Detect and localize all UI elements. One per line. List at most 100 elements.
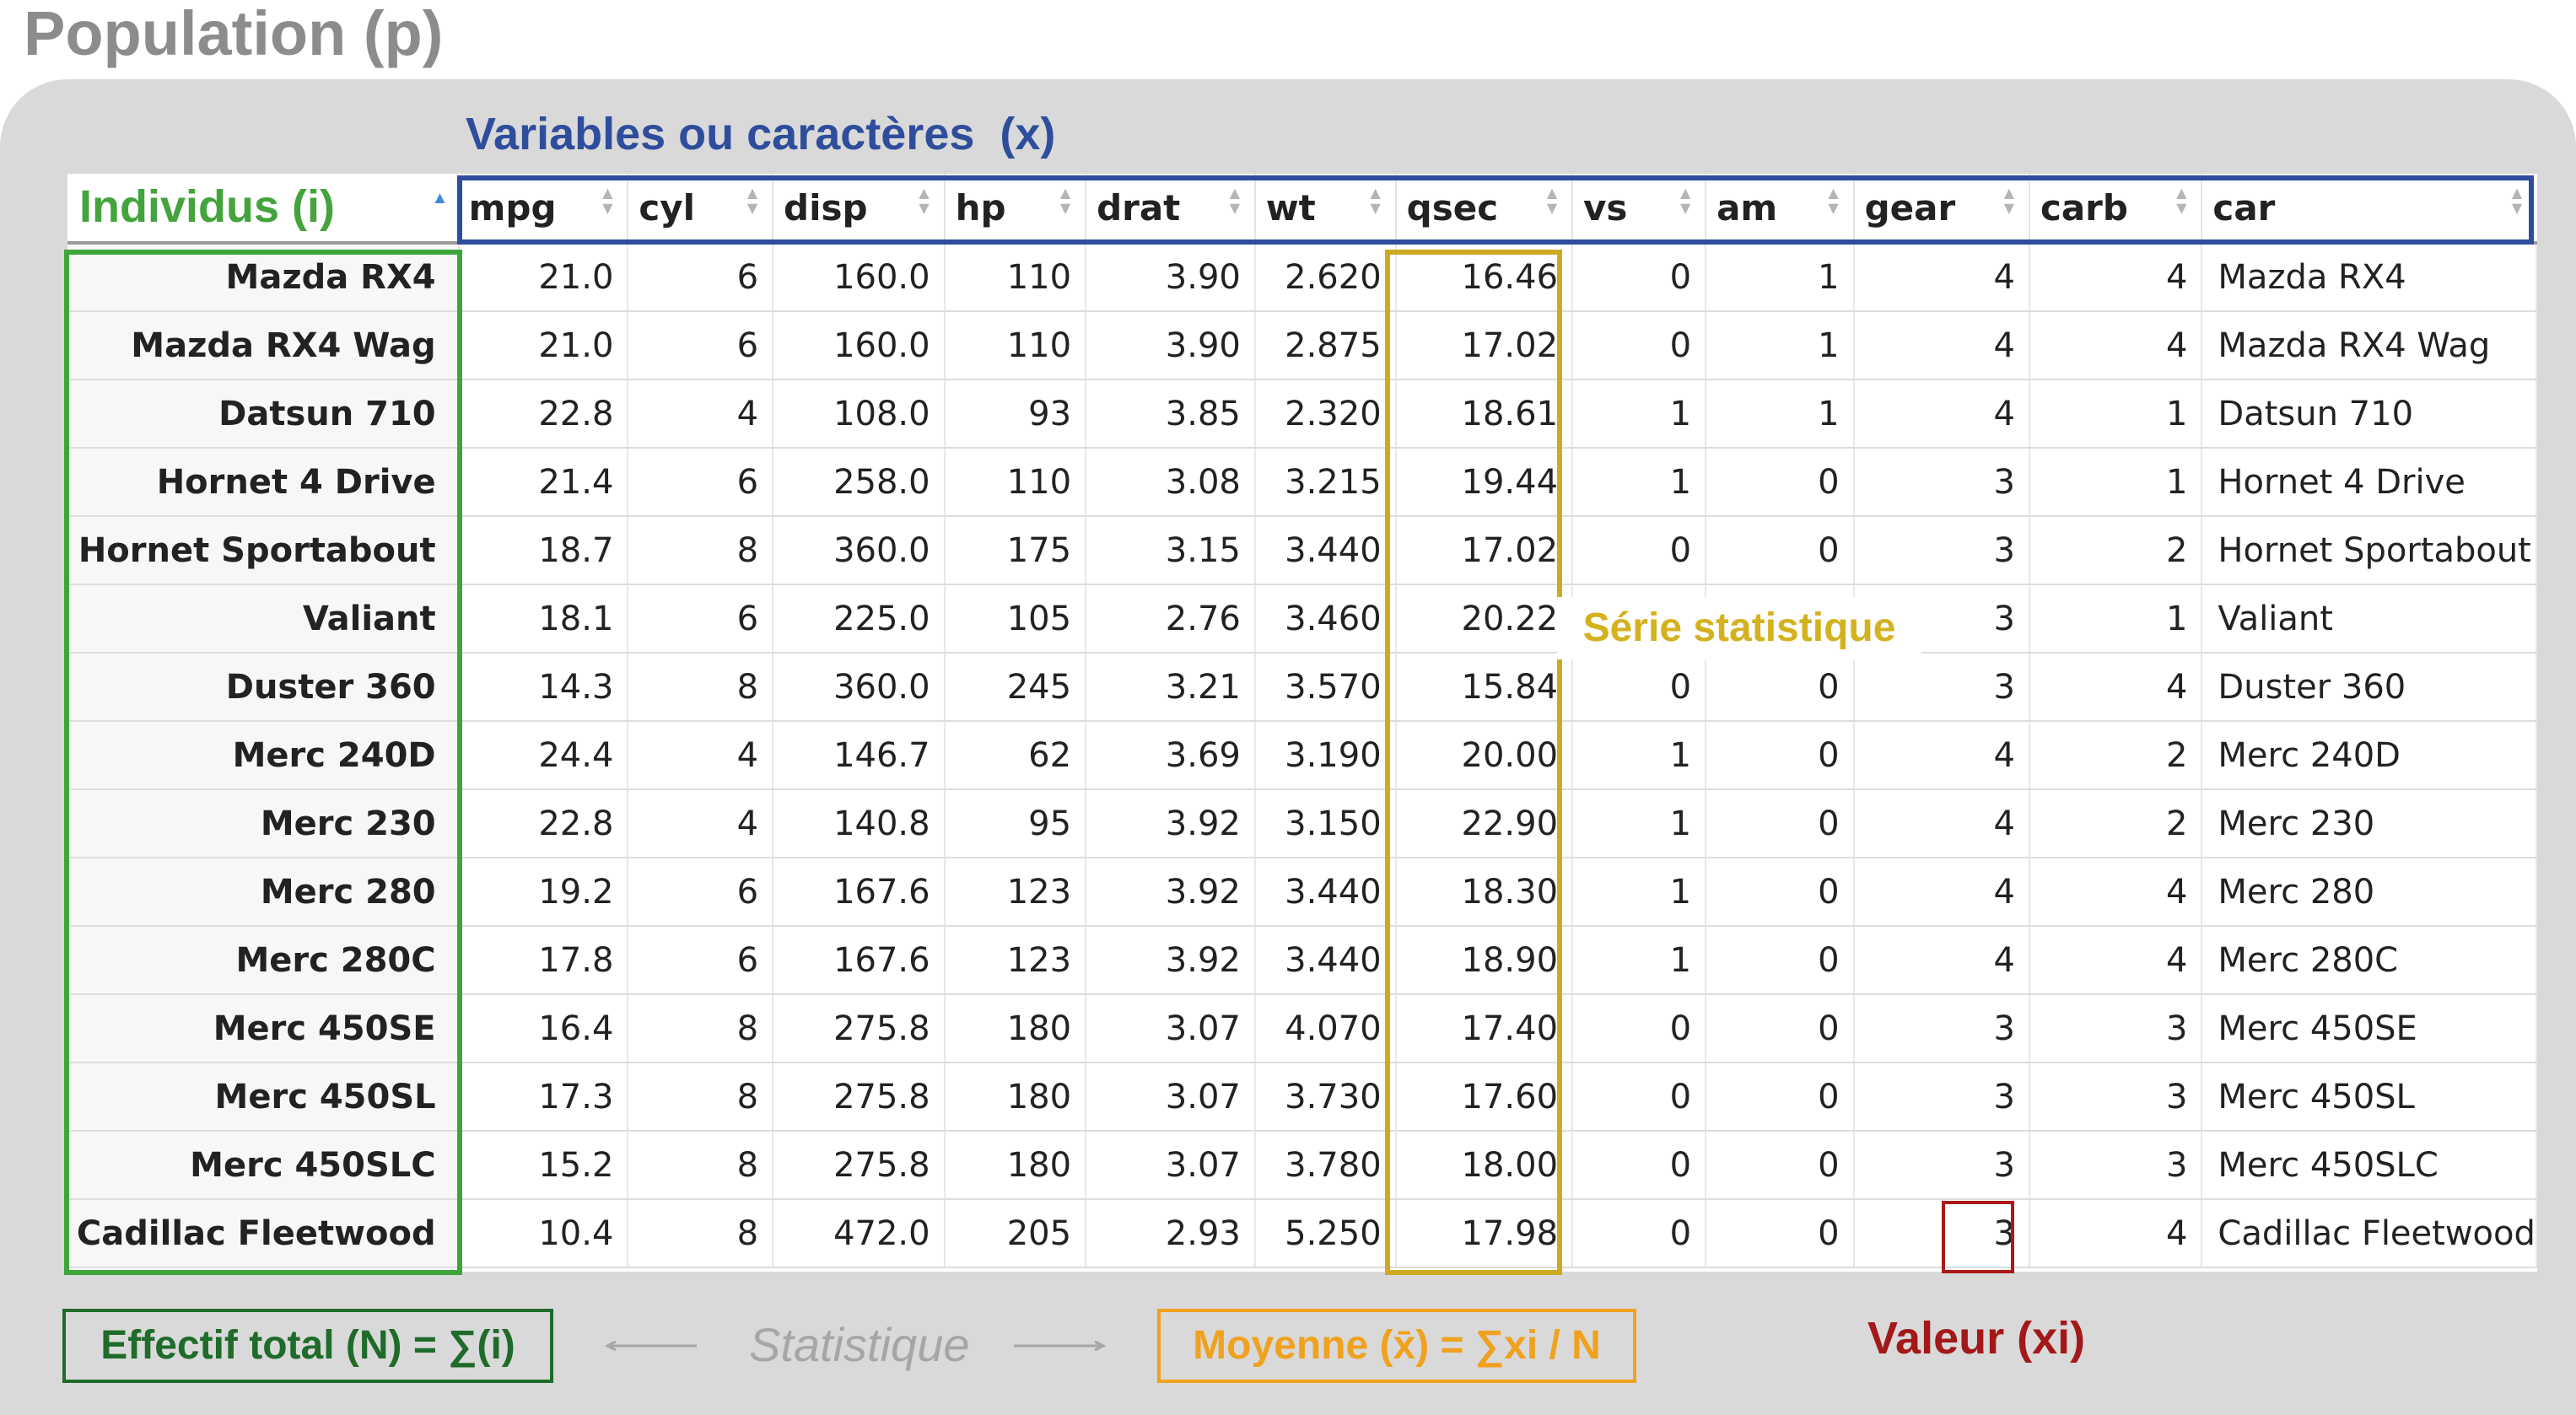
cell-wt: 3.440 <box>1254 516 1397 585</box>
row-name-cell: Merc 450SL <box>67 1063 460 1132</box>
row-name-cell: Mazda RX4 Wag <box>67 311 460 380</box>
cell-mpg: 10.4 <box>458 1199 629 1268</box>
sort-both-icon[interactable]: ▲ ▼ <box>2003 185 2015 216</box>
cell-cyl: 6 <box>628 858 774 927</box>
sort-both-icon[interactable]: ▲ ▼ <box>1546 185 1558 216</box>
cell-carb: 2 <box>2029 789 2203 858</box>
cell-carb: 3 <box>2029 1131 2203 1200</box>
column-header-cyl[interactable]: cyl ▲ ▼ <box>628 174 774 245</box>
cell-cyl: 4 <box>628 721 774 790</box>
cell-disp: 140.8 <box>773 789 946 858</box>
sort-both-icon[interactable]: ▲ ▼ <box>1679 185 1691 216</box>
sort-both-icon[interactable]: ▲ ▼ <box>1370 185 1381 216</box>
sort-both-icon[interactable]: ▲ ▼ <box>919 185 930 216</box>
cell-vs: 0 <box>1572 1131 1707 1200</box>
cell-am: 0 <box>1706 1063 1855 1132</box>
cell-mpg: 21.0 <box>458 243 629 312</box>
cell-car: Valiant <box>2201 584 2537 654</box>
cell-hp: 105 <box>944 584 1087 654</box>
column-label: cyl <box>639 187 696 229</box>
cell-hp: 180 <box>944 1131 1087 1200</box>
sort-both-icon[interactable]: ▲ ▼ <box>1229 185 1240 216</box>
cell-drat: 3.92 <box>1086 789 1256 858</box>
cell-hp: 110 <box>944 448 1087 517</box>
sort-both-icon[interactable]: ▲ ▼ <box>746 185 758 216</box>
column-header-drat[interactable]: drat ▲ ▼ <box>1086 174 1256 245</box>
table-body: Mazda RX4 21.0 6 160.0 110 3.90 2.620 16.46 0 1 4 4… <box>67 243 2537 1268</box>
cell-carb: 4 <box>2029 858 2203 927</box>
sort-both-icon[interactable]: ▲ ▼ <box>2176 185 2187 216</box>
column-header-car[interactable]: car ▲ ▼ <box>2201 174 2536 245</box>
cell-disp: 160.0 <box>773 243 946 312</box>
cell-hp: 175 <box>944 516 1087 585</box>
table-row: Hornet 4 Drive 21.4 6 258.0 110 3.08 3.215 19.4… <box>67 448 2537 517</box>
column-header-gear[interactable]: gear ▲ ▼ <box>1853 174 2030 245</box>
column-header-rowname[interactable]: Individus (i) ▲ <box>67 174 459 245</box>
cell-vs: 0 <box>1572 1199 1707 1268</box>
cell-wt: 3.730 <box>1254 1063 1397 1132</box>
cell-gear: 4 <box>1853 379 2030 449</box>
cell-mpg: 16.4 <box>458 994 629 1063</box>
column-label: disp <box>784 187 868 229</box>
cell-disp: 360.0 <box>773 516 946 585</box>
column-header-wt[interactable]: wt ▲ ▼ <box>1254 174 1397 245</box>
column-header-mpg[interactable]: mpg ▲ ▼ <box>458 174 629 245</box>
cell-wt: 3.440 <box>1254 858 1397 927</box>
column-label: qsec <box>1406 187 1499 229</box>
cell-wt: 3.190 <box>1254 721 1397 790</box>
cell-qsec: 18.30 <box>1395 858 1574 927</box>
cell-cyl: 6 <box>628 926 774 995</box>
cell-gear: 3 <box>1853 653 2030 722</box>
cell-mpg: 17.8 <box>458 926 629 995</box>
cell-wt: 3.780 <box>1254 1131 1397 1200</box>
table-row: Merc 280C 17.8 6 167.6 123 3.92 3.440 18.90 1 0 4 4… <box>67 926 2537 995</box>
cell-drat: 3.90 <box>1086 243 1256 312</box>
cell-drat: 3.85 <box>1086 379 1256 449</box>
cell-qsec: 18.61 <box>1395 379 1574 449</box>
column-header-disp[interactable]: disp ▲ ▼ <box>773 174 946 245</box>
cell-mpg: 22.8 <box>458 379 629 449</box>
variables-label: Variables ou caractères (x) <box>466 109 1056 159</box>
cell-disp: 160.0 <box>773 311 946 380</box>
cell-car: Merc 450SL <box>2201 1063 2537 1132</box>
column-header-carb[interactable]: carb ▲ ▼ <box>2029 174 2203 245</box>
cell-car: Hornet Sportabout <box>2201 516 2537 585</box>
column-header-hp[interactable]: hp ▲ ▼ <box>944 174 1087 245</box>
cell-gear: 3 <box>1853 448 2030 517</box>
sort-both-icon[interactable]: ▲ ▼ <box>2511 185 2523 216</box>
cell-hp: 180 <box>944 1063 1087 1132</box>
row-name-cell: Cadillac Fleetwood <box>67 1199 460 1268</box>
cell-carb: 4 <box>2029 311 2203 380</box>
cell-gear: 3 <box>1853 1199 2030 1268</box>
column-label: Individus (i) <box>79 181 335 232</box>
data-table: Individus (i) ▲ mpg ▲ ▼ cyl ▲ ▼ disp ▲ ▼ hp ▲ ▼ drat ▲ ▼… <box>67 174 2537 1268</box>
column-header-vs[interactable]: vs ▲ ▼ <box>1572 174 1707 245</box>
left-arrow-icon <box>604 1341 697 1351</box>
cell-cyl: 6 <box>628 448 774 517</box>
cell-am: 0 <box>1706 721 1855 790</box>
sort-both-icon[interactable]: ▲ ▼ <box>1828 185 1839 216</box>
sort-both-icon[interactable]: ▲ ▼ <box>1059 185 1071 216</box>
cell-gear: 4 <box>1853 243 2030 312</box>
cell-am: 0 <box>1706 926 1855 995</box>
column-header-am[interactable]: am ▲ ▼ <box>1706 174 1855 245</box>
cell-carb: 1 <box>2029 448 2203 517</box>
column-header-qsec[interactable]: qsec ▲ ▼ <box>1395 174 1574 245</box>
table-row: Merc 450SL 17.3 8 275.8 180 3.07 3.730 17.60 0 0 3… <box>67 1063 2537 1132</box>
cell-qsec: 17.60 <box>1395 1063 1574 1132</box>
column-label: gear <box>1864 187 1956 229</box>
valeur-label: Valeur (xi) <box>1867 1313 2086 1364</box>
cell-disp: 275.8 <box>773 994 946 1063</box>
cell-mpg: 22.8 <box>458 789 629 858</box>
cell-carb: 4 <box>2029 243 2203 312</box>
column-label: mpg <box>468 187 557 229</box>
sort-both-icon[interactable]: ▲ ▼ <box>602 185 613 216</box>
cell-am: 0 <box>1706 516 1855 585</box>
table-row: Merc 230 22.8 4 140.8 95 3.92 3.150 22.90 1 0 4 2 Me… <box>67 789 2537 858</box>
sort-ascending-icon[interactable]: ▲ <box>431 189 449 207</box>
cell-disp: 146.7 <box>773 721 946 790</box>
row-name-cell: Merc 450SLC <box>67 1131 460 1200</box>
cell-carb: 1 <box>2029 379 2203 449</box>
cell-vs: 1 <box>1572 858 1707 927</box>
column-label: drat <box>1097 187 1181 229</box>
